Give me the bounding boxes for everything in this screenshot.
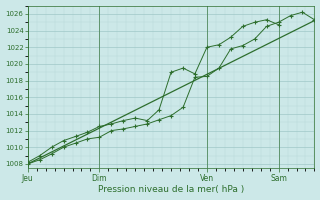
X-axis label: Pression niveau de la mer( hPa ): Pression niveau de la mer( hPa ) (98, 185, 244, 194)
